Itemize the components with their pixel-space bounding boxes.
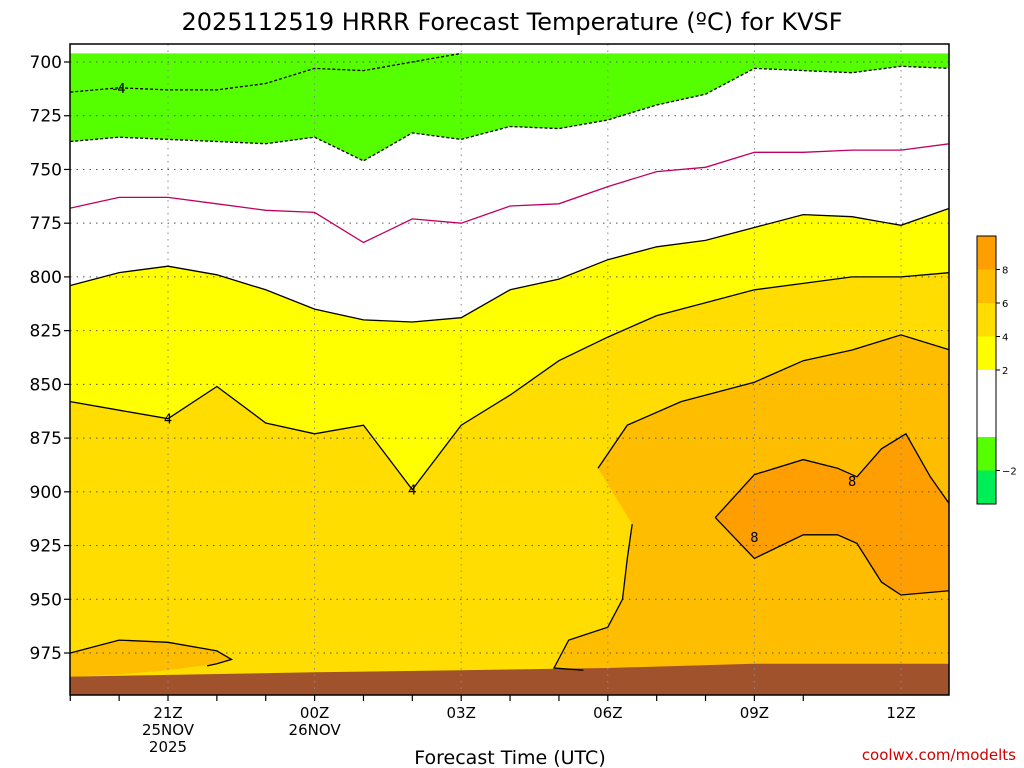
y-tick-label-7: 875 [30,429,62,449]
x-tick-label-0-2: 2025 [149,738,187,756]
chart-title: 2025112519 HRRR Forecast Temperature (ºC… [181,8,842,36]
y-tick-label-0: 700 [30,53,62,73]
contour-line-0 [70,272,949,491]
colorbar-label-5: −2 [1002,467,1017,478]
colorbar-segment-6 [977,470,996,504]
y-tick-label-4: 800 [30,268,62,288]
contour-line-3 [70,65,949,162]
colorbar-label-0: 8 [1002,266,1008,277]
contour-label-0-0: 4 [164,413,172,428]
y-tick-label-2: 750 [30,160,62,180]
y-tick-label-8: 900 [30,483,62,503]
contour-line-9 [714,517,949,596]
y-tick-label-3: 775 [30,214,62,234]
contour-line-5 [552,524,633,671]
x-tick-label-0-0: 21Z [153,704,182,722]
contour-line-7 [70,639,234,667]
contour-line-8 [714,432,949,519]
y-tick-label-6: 850 [30,375,62,395]
x-tick-label-1-0: 00Z [300,704,329,722]
colorbar-segment-0 [977,236,996,270]
contour-label-0-1: 4 [408,484,416,499]
y-tick-label-10: 950 [30,590,62,610]
x-tick-label-0-1: 25NOV [142,721,195,739]
y-tick-label-5: 825 [30,322,62,342]
contour-line-4 [70,52,462,93]
colorbar-segment-2 [977,303,996,337]
contour-label-4-0: -4 [113,82,126,97]
credit-text: coolwx.com/modelts [862,746,1016,764]
ground-terrain [70,663,949,695]
fill-band-0 [70,53,949,161]
x-tick-label-1-1: 26NOV [289,721,342,739]
contour-label-8-0: 8 [848,475,856,490]
x-axis-label: Forecast Time (UTC) [414,747,605,768]
y-tick-label-11: 975 [30,644,62,664]
y-tick-label-1: 725 [30,107,62,127]
colorbar-label-2: 4 [1002,333,1008,344]
y-tick-label-9: 925 [30,537,62,557]
colorbar-segment-5 [977,437,996,471]
colorbar-label-3: 2 [1002,366,1008,377]
fill-band-4-region-0 [715,433,949,595]
colorbar-segment-1 [977,269,996,303]
contour-line-2 [70,143,949,244]
colorbar-segment-4 [977,370,996,437]
x-tick-label-3-0: 06Z [593,704,622,722]
x-tick-label-4-0: 09Z [740,704,769,722]
colorbar-segment-3 [977,336,996,370]
contour-line-1 [70,207,949,323]
fill-band-3-region-0 [70,640,232,677]
x-tick-label-5-0: 12Z [886,704,915,722]
x-tick-label-2-0: 03Z [447,704,476,722]
colorbar-label-1: 6 [1002,299,1008,310]
contour-line-6 [597,334,949,469]
contour-label-8-1: 8 [750,531,758,546]
